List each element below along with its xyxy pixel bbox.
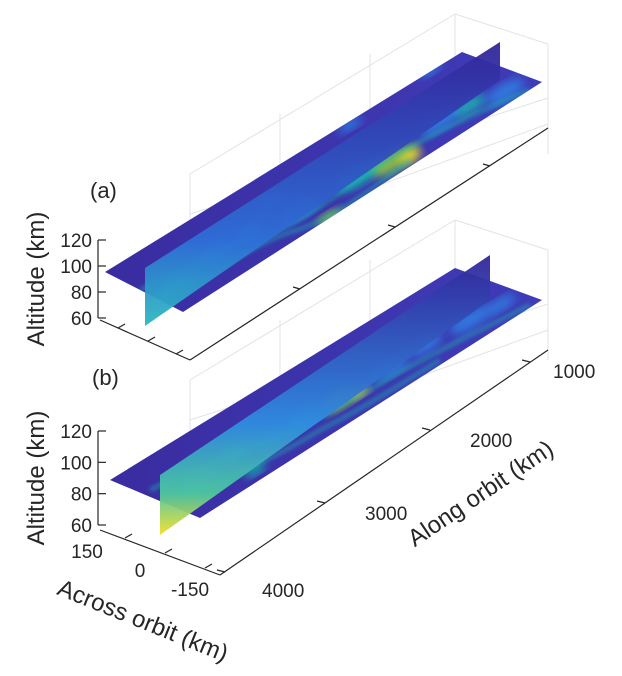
altitude-tick-label: 100 [60, 257, 92, 278]
across-axis-line [99, 529, 221, 576]
heat-blob [484, 294, 516, 316]
altitude-axis-label: Altitude (km) [23, 411, 50, 546]
altitude-axis [97, 430, 106, 526]
along-tick-label: 2000 [470, 431, 512, 452]
across-tick [175, 349, 184, 355]
along-tick [292, 286, 301, 290]
heat-blob [485, 78, 525, 106]
across-tick [147, 336, 156, 342]
across-tick [204, 563, 213, 569]
altitude-tick-label: 80 [71, 485, 92, 506]
along-axis-line [189, 127, 549, 361]
heat-blob [449, 305, 491, 335]
along-axis-line [219, 349, 549, 576]
along-axis-label: Along orbit (km) [403, 435, 559, 552]
altitude-axis [97, 239, 106, 319]
along-tick [482, 163, 491, 167]
heat-blob [399, 147, 421, 165]
across-tick [124, 533, 133, 539]
grid-top-edge [454, 13, 549, 45]
heat-blob [337, 116, 363, 134]
altitude-tick-label: 120 [60, 231, 92, 252]
altitude-tick-label: 120 [60, 422, 92, 443]
along-tick-label: 1000 [553, 362, 595, 383]
across-tick [117, 323, 126, 329]
altitude-axis-label: Altitude (km) [23, 212, 50, 347]
panel-label: (b) [92, 365, 119, 390]
along-tick-label: 4000 [262, 581, 304, 602]
grid-top-edge [454, 219, 549, 251]
heat-blob [244, 462, 266, 478]
grid-top-edge [189, 219, 456, 381]
altitude-tick-label: 100 [60, 453, 92, 474]
heat-blob [454, 93, 486, 117]
along-tick [316, 500, 326, 504]
along-tick [387, 224, 396, 228]
altitude-tick-label: 60 [71, 309, 92, 330]
across-tick-label: 150 [71, 542, 103, 563]
across-tick [164, 548, 173, 554]
across-tick-label: -150 [171, 580, 209, 601]
along-tick-label: 3000 [365, 504, 407, 525]
vertical-slice [160, 255, 490, 535]
along-tick [521, 359, 531, 363]
vertical-slice [145, 42, 500, 326]
grid-top-edge [189, 13, 456, 175]
altitude-tick-label: 80 [71, 283, 92, 304]
along-tick [421, 427, 431, 431]
across-tick-label: 0 [135, 561, 146, 582]
across-axis-line [99, 319, 191, 361]
altitude-tick-label: 60 [71, 516, 92, 537]
panel-label: (a) [90, 178, 117, 203]
along-tick [216, 569, 226, 573]
